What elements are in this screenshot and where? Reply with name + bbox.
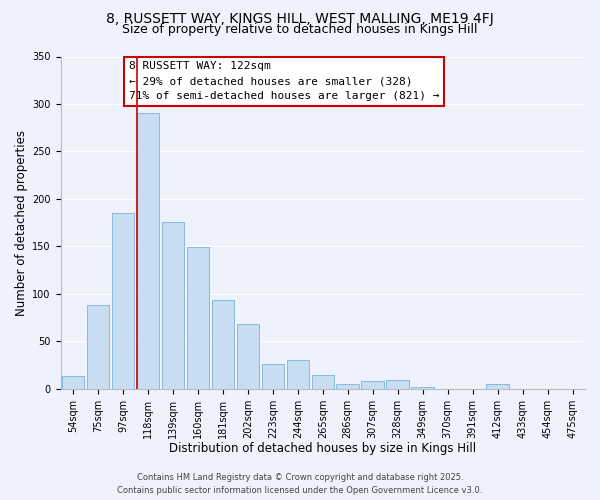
Bar bbox=[112, 213, 134, 388]
Bar bbox=[337, 384, 359, 388]
Text: 8, RUSSETT WAY, KINGS HILL, WEST MALLING, ME19 4FJ: 8, RUSSETT WAY, KINGS HILL, WEST MALLING… bbox=[106, 12, 494, 26]
Text: Size of property relative to detached houses in Kings Hill: Size of property relative to detached ho… bbox=[122, 22, 478, 36]
Bar bbox=[361, 381, 384, 388]
Bar bbox=[87, 305, 109, 388]
Text: 8 RUSSETT WAY: 122sqm
← 29% of detached houses are smaller (328)
71% of semi-det: 8 RUSSETT WAY: 122sqm ← 29% of detached … bbox=[128, 62, 439, 101]
Bar bbox=[262, 364, 284, 388]
Bar bbox=[137, 114, 159, 388]
Bar bbox=[487, 384, 509, 388]
Bar bbox=[187, 248, 209, 388]
Text: Contains HM Land Registry data © Crown copyright and database right 2025.
Contai: Contains HM Land Registry data © Crown c… bbox=[118, 474, 482, 495]
Bar bbox=[287, 360, 309, 388]
Y-axis label: Number of detached properties: Number of detached properties bbox=[15, 130, 28, 316]
Bar bbox=[212, 300, 234, 388]
Bar bbox=[236, 324, 259, 388]
Bar bbox=[412, 387, 434, 388]
Bar bbox=[62, 376, 84, 388]
X-axis label: Distribution of detached houses by size in Kings Hill: Distribution of detached houses by size … bbox=[169, 442, 476, 455]
Bar bbox=[386, 380, 409, 388]
Bar bbox=[311, 376, 334, 388]
Bar bbox=[161, 222, 184, 388]
